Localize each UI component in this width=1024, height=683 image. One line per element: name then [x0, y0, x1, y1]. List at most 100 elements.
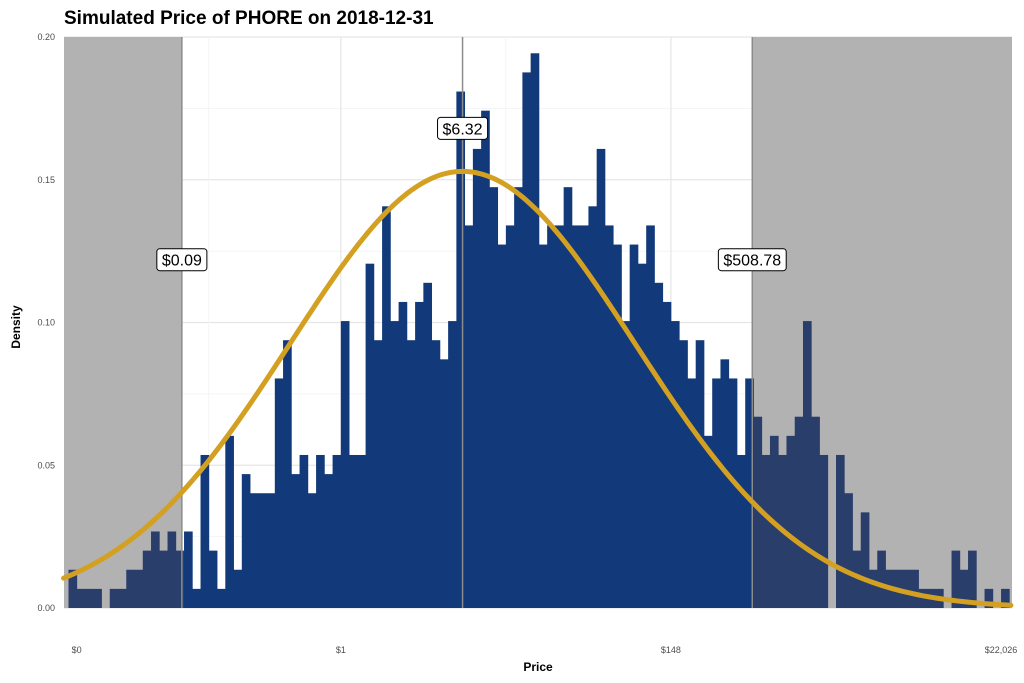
annotation-text: $508.78	[723, 253, 781, 270]
histogram-bar	[497, 244, 507, 608]
histogram-bar	[208, 550, 218, 608]
histogram-bar	[109, 588, 119, 608]
histogram-bar	[118, 588, 127, 608]
histogram-bar	[844, 493, 853, 608]
histogram-bar	[151, 531, 160, 608]
histogram-bar	[324, 474, 333, 608]
y-tick-label: 0.10	[37, 318, 55, 328]
histogram-bar	[613, 244, 622, 608]
histogram-bar	[637, 263, 647, 608]
histogram-bar	[76, 588, 86, 608]
histogram-bar	[357, 454, 366, 608]
histogram-bar	[687, 378, 697, 608]
histogram-bar	[472, 148, 482, 608]
histogram-bar	[415, 301, 424, 608]
histogram-bar	[514, 187, 523, 608]
y-axis-title: Density	[9, 305, 23, 349]
histogram-bar	[695, 340, 705, 608]
histogram-bar	[142, 550, 152, 608]
histogram-bar	[563, 187, 573, 608]
y-tick-label: 0.00	[37, 603, 55, 613]
histogram-bar	[547, 225, 556, 608]
histogram-bar	[192, 588, 201, 608]
histogram-bar	[918, 588, 928, 608]
histogram-bar	[489, 187, 499, 608]
histogram-bar	[126, 569, 135, 608]
histogram-bar	[332, 454, 342, 608]
histogram-bar	[736, 454, 746, 608]
histogram-bar	[646, 225, 655, 608]
histogram-bar	[910, 569, 919, 608]
annotation-text: $0.09	[162, 253, 202, 270]
histogram-bar	[745, 378, 754, 608]
histogram-bar	[299, 454, 309, 608]
histogram-bar	[869, 569, 878, 608]
histogram-bar	[423, 282, 433, 608]
histogram-bar	[175, 550, 185, 608]
annotation-label: $6.32	[437, 116, 489, 140]
histogram-bar	[1001, 588, 1010, 608]
histogram-bar	[860, 512, 870, 608]
histogram-bar	[811, 416, 820, 608]
histogram-bar	[184, 531, 193, 608]
histogram-bar	[720, 359, 730, 608]
histogram-bar	[283, 340, 292, 608]
histogram-bar	[712, 378, 721, 608]
histogram-bar	[373, 340, 383, 608]
histogram-bar	[340, 321, 350, 608]
annotation-text: $6.32	[443, 121, 483, 138]
x-tick-label: $1	[336, 645, 346, 655]
fitted-density-curve	[61, 168, 1014, 608]
histogram-bar	[349, 454, 358, 608]
histogram-bar	[448, 321, 457, 608]
histogram-bar	[703, 435, 713, 608]
histogram-bar	[852, 550, 862, 608]
histogram-bar	[819, 454, 829, 608]
histogram-bar	[250, 493, 259, 608]
histogram-bar	[84, 588, 94, 608]
x-tick-label: $148	[661, 645, 681, 655]
annotation-box	[156, 248, 208, 272]
annotation-label: $508.78	[717, 248, 787, 272]
histogram-bar	[167, 531, 177, 608]
histogram-bar	[786, 435, 796, 608]
histogram-bar	[959, 569, 969, 608]
histogram-bar	[68, 569, 78, 608]
histogram-bar	[390, 321, 400, 608]
x-axis-title: Price	[523, 660, 553, 674]
histogram-bar	[398, 301, 408, 608]
histogram-bar	[365, 263, 375, 608]
histogram-bar	[274, 378, 284, 608]
shaded-regions	[64, 37, 1012, 608]
histogram-bar	[200, 454, 210, 608]
histogram-bar	[728, 378, 738, 608]
histogram-bar	[431, 340, 441, 608]
histogram-bar	[951, 550, 961, 608]
histogram-bar	[530, 53, 540, 608]
histogram-bar	[588, 206, 598, 608]
histogram-bar	[217, 588, 226, 608]
annotation-box	[717, 248, 787, 272]
y-tick-label: 0.15	[37, 175, 55, 185]
chart-title: Simulated Price of PHORE on 2018-12-31	[64, 8, 434, 29]
histogram-bar	[580, 225, 589, 608]
histogram-bar	[761, 454, 771, 608]
shaded-tail-region	[64, 37, 182, 608]
histogram-bar	[794, 416, 804, 608]
histogram-bar	[877, 550, 886, 608]
histogram-bar	[968, 550, 977, 608]
histogram-bar	[835, 454, 845, 608]
histogram-bar	[316, 454, 325, 608]
histogram-bar	[225, 435, 234, 608]
histogram-bar	[629, 244, 639, 608]
histogram-bar	[670, 321, 680, 608]
histogram-bar	[258, 493, 267, 608]
histogram-bar	[456, 91, 466, 608]
histogram-bar	[522, 72, 532, 609]
histogram-bar	[406, 340, 416, 608]
histogram-bar	[604, 225, 614, 608]
x-tick-label: $22,026	[985, 645, 1018, 655]
y-tick-label: 0.05	[37, 460, 55, 470]
histogram-bar	[679, 340, 688, 608]
histogram-bar	[902, 569, 911, 608]
